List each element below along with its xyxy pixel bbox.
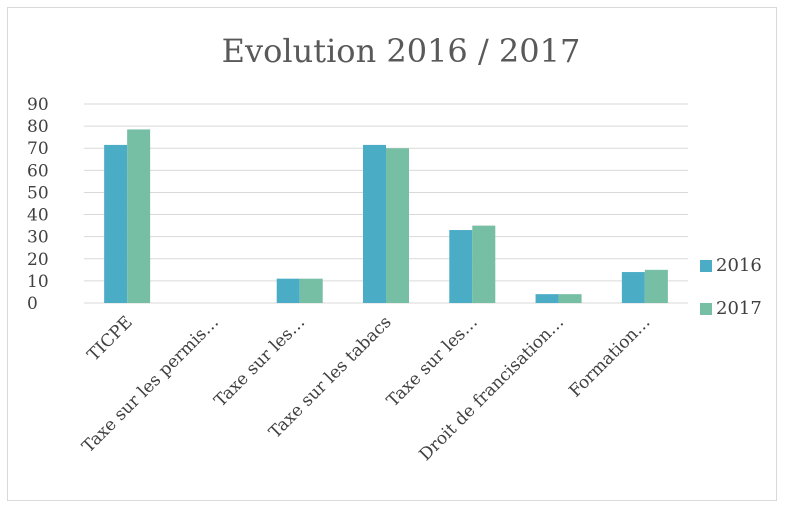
bar-2017 xyxy=(558,294,582,303)
bar-2016 xyxy=(276,278,300,303)
chart-title: Evolution 2016 / 2017 xyxy=(222,32,581,70)
gridlines xyxy=(84,103,688,304)
bar-2016 xyxy=(535,294,559,303)
bar-2016 xyxy=(363,144,386,303)
y-tick-label: 40 xyxy=(27,206,49,226)
bar-2017 xyxy=(472,225,496,303)
bar-2017 xyxy=(127,129,151,303)
y-tick-label: 60 xyxy=(27,161,49,181)
legend-label: 2017 xyxy=(716,298,762,319)
x-category-label: Taxe sur les… xyxy=(211,312,310,411)
legend-swatch xyxy=(700,303,712,315)
y-tick-label: 50 xyxy=(27,183,49,203)
legend: 2016 2017 xyxy=(700,255,762,319)
legend-swatch xyxy=(700,260,712,272)
legend-label: 2016 xyxy=(716,255,762,276)
bar-2017 xyxy=(299,278,323,303)
y-tick-label: 20 xyxy=(27,250,49,270)
bars xyxy=(104,129,668,303)
x-category-label: TICPE xyxy=(84,312,137,365)
x-category-label: Droit de francisation… xyxy=(416,312,569,465)
bar-2016 xyxy=(104,144,128,303)
bar-2016 xyxy=(621,272,645,303)
bar-2017 xyxy=(644,269,668,303)
y-tick-label: 10 xyxy=(27,272,49,292)
y-tick-label: 90 xyxy=(27,95,49,115)
bar-2016 xyxy=(449,230,473,303)
y-tick-label: 70 xyxy=(27,139,49,159)
x-category-label: Taxe sur les… xyxy=(383,312,482,411)
y-tick-label: 30 xyxy=(27,228,49,248)
bar-2017 xyxy=(386,148,409,303)
y-tick-label: 0 xyxy=(27,294,38,314)
x-category-label: Formation… xyxy=(565,312,654,401)
y-tick-label: 80 xyxy=(27,117,49,137)
